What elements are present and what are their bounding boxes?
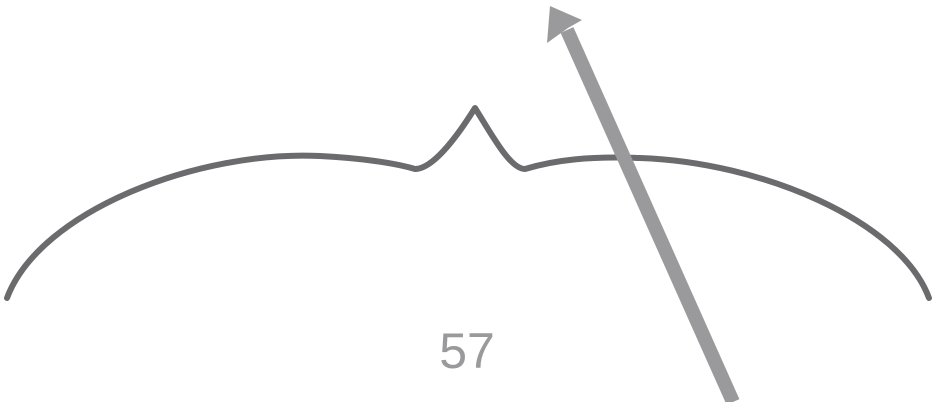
arrow-shaft (560, 27, 740, 402)
arrowhead (547, 6, 582, 43)
measurement-label: 57 (439, 323, 495, 379)
arrow-pointer-icon (547, 6, 740, 402)
curly-brace-icon (4, 105, 932, 301)
